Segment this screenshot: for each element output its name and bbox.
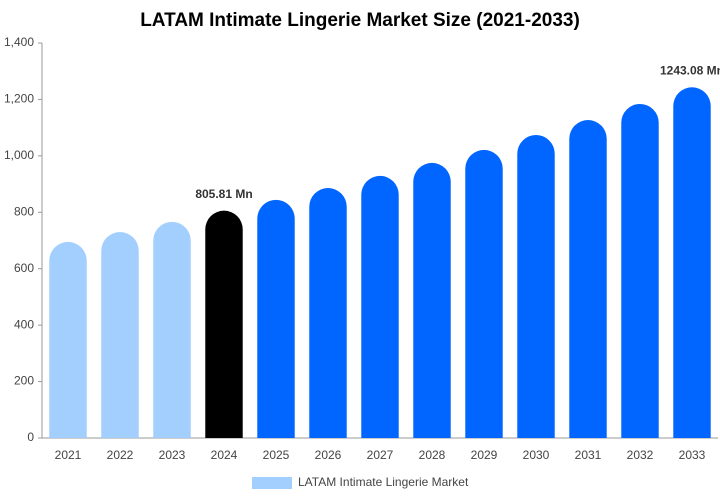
x-tick-label: 2028: [419, 448, 446, 462]
y-tick-label: 800: [14, 204, 34, 218]
y-tick-label: 0: [27, 430, 34, 444]
bar: [621, 103, 659, 438]
x-tick-label: 2030: [523, 448, 550, 462]
y-tick-label: 200: [14, 374, 34, 388]
chart-title: LATAM Intimate Lingerie Market Size (202…: [140, 10, 580, 31]
bar: [257, 199, 295, 438]
bar: [153, 221, 191, 438]
bar: [101, 232, 139, 438]
x-tick-label: 2025: [263, 448, 290, 462]
legend-label: LATAM Intimate Lingerie Market: [298, 475, 469, 489]
bar: [569, 120, 607, 438]
y-tick-label: 400: [14, 317, 34, 331]
value-label: 805.81 Mn: [195, 187, 252, 201]
y-tick-label: 1,000: [4, 148, 34, 162]
x-tick-label: 2031: [575, 448, 602, 462]
bar: [465, 149, 503, 439]
bar: [205, 210, 243, 438]
bar: [49, 241, 87, 438]
legend-swatch: [252, 477, 292, 489]
x-tick-label: 2021: [55, 448, 82, 462]
x-tick-label: 2033: [679, 448, 706, 462]
y-tick-label: 600: [14, 261, 34, 275]
bar: [413, 162, 451, 438]
x-tick-label: 2024: [211, 448, 238, 462]
bar: [673, 87, 711, 438]
bar: [361, 175, 399, 438]
x-tick-label: 2029: [471, 448, 498, 462]
y-tick-label: 1,200: [4, 92, 34, 106]
x-tick-label: 2023: [159, 448, 186, 462]
x-tick-label: 2022: [107, 448, 134, 462]
bar: [517, 135, 555, 438]
x-tick-label: 2027: [367, 448, 394, 462]
bar: [309, 188, 347, 438]
y-tick-label: 1,400: [4, 35, 34, 49]
x-tick-label: 2026: [315, 448, 342, 462]
value-label: 1243.08 Mn: [660, 63, 720, 77]
x-tick-label: 2032: [627, 448, 654, 462]
